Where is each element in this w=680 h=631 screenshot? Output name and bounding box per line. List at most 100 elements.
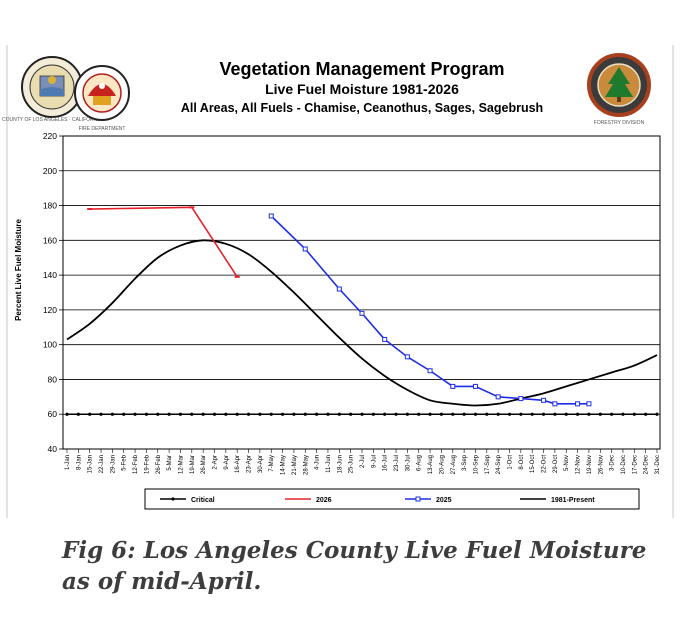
- x-tick-label: 18-Jun: [337, 455, 343, 473]
- x-tick-label: 30-Apr: [258, 455, 264, 473]
- x-tick-label: 26-Feb: [156, 454, 162, 474]
- x-tick-label: 7-May: [269, 455, 275, 472]
- x-tick-label: 23-Jul: [394, 455, 400, 471]
- data-point-critical: [76, 412, 80, 416]
- data-point-critical: [587, 412, 591, 416]
- fire-department-logo: FIRE DEPARTMENT: [74, 65, 130, 132]
- x-tick-label: 24-Dec: [644, 455, 650, 474]
- legend-label-critical: Critical: [191, 497, 215, 504]
- data-point-critical: [292, 412, 296, 416]
- x-tick-label: 24-Sep: [496, 454, 502, 474]
- data-point-critical: [610, 412, 614, 416]
- data-point-critical: [88, 412, 92, 416]
- x-tick-label: 23-Apr: [247, 455, 253, 473]
- x-tick-label: 16-Apr: [235, 455, 241, 473]
- data-point-2025: [359, 310, 365, 316]
- y-gridlines: [63, 170, 660, 415]
- y-tick-label: 220: [43, 131, 57, 141]
- data-point-2025: [495, 394, 501, 400]
- data-point-2025: [575, 401, 581, 407]
- x-tick-label: 4-Jun: [315, 455, 321, 470]
- x-tick-label: 27-Aug: [451, 455, 457, 474]
- x-tick-label: 28-May: [303, 455, 309, 475]
- x-tick-label: 15-Oct: [530, 455, 536, 473]
- x-tick-label: 1-Jan: [65, 455, 71, 470]
- data-point-critical: [598, 412, 602, 416]
- x-tick-label: 14-May: [281, 455, 287, 475]
- data-point-2025: [552, 401, 558, 407]
- data-point-critical: [167, 412, 171, 416]
- data-point-critical: [383, 412, 387, 416]
- data-point-critical: [371, 412, 375, 416]
- data-point-critical: [473, 412, 478, 416]
- data-point-critical: [405, 412, 409, 416]
- x-tick-label: 5-Feb: [122, 454, 128, 470]
- data-point-critical: [315, 412, 319, 416]
- x-tick-label: 12-Feb: [133, 454, 139, 474]
- x-tick-label: 6-Aug: [417, 455, 423, 471]
- x-tick-label: 2-Jul: [360, 455, 366, 468]
- series-line-1981-present: [66, 239, 658, 407]
- x-axis-ticks: 1-Jan 8-Jan 15-Jan 22-Jan 29-Jan 5-Feb 12-Feb 1…: [65, 449, 661, 475]
- x-tick-label: 11-Jun: [326, 455, 332, 473]
- data-point-critical: [258, 412, 262, 416]
- data-point-2025: [336, 286, 342, 292]
- data-point-critical: [122, 412, 126, 416]
- x-tick-label: 15-Jan: [88, 455, 94, 473]
- legend-label-2026: 2026: [316, 497, 332, 504]
- data-point-critical: [303, 412, 307, 416]
- x-tick-label: 31-Dec: [655, 455, 661, 474]
- fuel-moisture-figure: COUNTY OF LOS ANGELES · CALIFORNIA FIRE …: [2, 45, 674, 518]
- legend-label-2025: 2025: [436, 497, 452, 504]
- x-tick-label: 29-Oct: [553, 455, 559, 473]
- legend-box: [144, 488, 640, 510]
- chart-title: Vegetation Management Program: [219, 59, 504, 79]
- data-point-critical: [485, 412, 489, 416]
- x-tick-label: 2-Apr: [213, 455, 219, 470]
- x-tick-label: 3-Dec: [610, 455, 616, 471]
- forestry-division-logo: FORESTRY DIVISION: [587, 53, 651, 126]
- data-point-critical: [326, 412, 330, 416]
- chart-subtitle: Live Fuel Moisture 1981-2026: [265, 81, 459, 97]
- x-tick-label: 16-Jul: [383, 455, 389, 471]
- x-tick-label: 30-Jul: [405, 455, 411, 471]
- y-tick-label: 140: [43, 270, 57, 280]
- data-point-critical: [224, 412, 228, 416]
- x-tick-label: 17-Dec: [632, 455, 638, 474]
- legend: Critical 2026 2025 1981-Present: [160, 496, 595, 504]
- data-point-critical: [337, 412, 341, 416]
- x-tick-label: 8-Jan: [76, 455, 82, 470]
- data-point-critical: [541, 412, 546, 416]
- data-point-critical: [439, 412, 444, 416]
- figure-caption: Fig 6: Los Angeles County Live Fuel Mois…: [62, 537, 647, 595]
- y-tick-label: 200: [43, 166, 57, 176]
- data-point-critical: [246, 412, 251, 416]
- x-tick-label: 13-Aug: [428, 455, 434, 474]
- data-point-critical: [201, 412, 205, 416]
- x-tick-label: 3-Sep: [462, 454, 468, 471]
- data-point-critical: [133, 412, 137, 416]
- data-point-2025: [518, 396, 524, 402]
- data-point-critical: [212, 412, 217, 416]
- x-tick-label: 10-Sep: [473, 454, 479, 474]
- data-point-critical: [519, 412, 523, 416]
- data-point-critical: [655, 412, 659, 416]
- x-tick-label: 12-Nov: [576, 455, 582, 474]
- x-tick-label: 5-Nov: [564, 455, 570, 471]
- x-tick-label: 8-Oct: [519, 455, 525, 470]
- data-point-critical: [156, 412, 160, 416]
- x-tick-label: 10-Dec: [621, 455, 627, 474]
- x-tick-label: 29-Jan: [110, 455, 116, 473]
- data-point-critical: [575, 412, 580, 416]
- data-point-critical: [99, 412, 103, 416]
- data-point-2025: [382, 336, 388, 342]
- data-point-critical: [65, 412, 69, 416]
- x-tick-label: 19-Nov: [587, 455, 593, 474]
- y-tick-label: 40: [48, 444, 58, 454]
- data-point-critical: [621, 412, 625, 416]
- x-tick-label: 22-Jan: [99, 455, 105, 473]
- data-point-critical: [349, 412, 353, 416]
- data-point-critical: [644, 412, 648, 416]
- x-tick-label: 19-Feb: [144, 454, 150, 474]
- y-tick-label: 80: [48, 374, 58, 384]
